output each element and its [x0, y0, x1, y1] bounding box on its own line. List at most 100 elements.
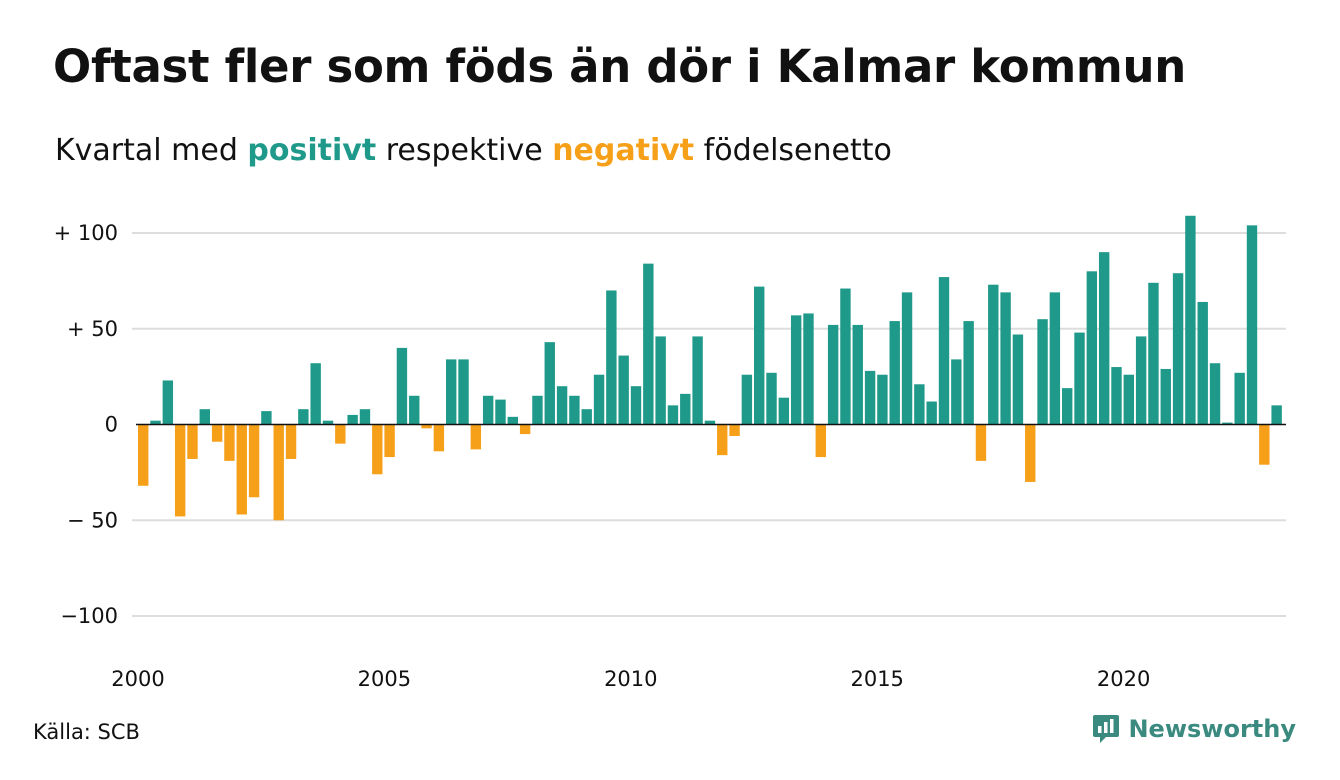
source-note: Källa: SCB	[33, 720, 140, 744]
bars	[138, 215, 1282, 521]
bar-positive	[446, 359, 457, 425]
brand-logo: Newsworthy	[1092, 714, 1296, 744]
bar-negative	[285, 424, 297, 459]
bar-positive	[544, 342, 555, 425]
bar-negative	[815, 424, 826, 458]
bar-positive	[162, 380, 174, 425]
x-tick-label: 2000	[111, 667, 164, 691]
bar-positive	[914, 384, 925, 425]
subtitle-middle: respektive	[376, 133, 553, 168]
bar-positive	[704, 420, 716, 425]
bar-positive	[1098, 252, 1110, 425]
bar-positive	[1222, 422, 1233, 425]
gridlines	[132, 232, 1286, 617]
subtitle-positive-word: positivt	[247, 133, 377, 168]
bar-negative	[273, 424, 284, 521]
y-tick-label: + 50	[67, 317, 118, 341]
bar-positive	[1086, 271, 1098, 425]
bar-positive	[1209, 363, 1221, 425]
newsworthy-logo-icon	[1093, 715, 1120, 743]
bar-positive	[741, 374, 753, 425]
bar-positive	[951, 359, 962, 425]
bar-positive	[359, 409, 371, 425]
bar-positive	[766, 372, 777, 425]
bar-negative	[224, 424, 235, 461]
bar-positive	[458, 359, 469, 425]
bar-negative	[372, 424, 383, 475]
bar-positive	[778, 397, 790, 425]
bar-positive	[877, 374, 888, 425]
bar-positive	[692, 336, 703, 425]
bar-negative	[1025, 424, 1036, 482]
bar-positive	[864, 370, 876, 425]
bar-positive	[261, 411, 272, 425]
y-tick-label: − 50	[67, 508, 118, 532]
bar-positive	[556, 386, 568, 425]
bar-negative	[248, 424, 260, 498]
bar-positive	[581, 409, 592, 425]
bar-negative	[433, 424, 445, 452]
bar-positive	[840, 288, 851, 425]
bar-positive	[1012, 334, 1024, 425]
bar-positive	[827, 324, 839, 425]
bar-positive	[988, 284, 999, 425]
bar-positive	[938, 277, 950, 425]
bar-positive	[1271, 405, 1282, 425]
bar-negative	[335, 424, 346, 444]
bar-positive	[630, 386, 642, 425]
bar-positive	[1234, 372, 1245, 425]
bar-negative	[236, 424, 247, 515]
bar-negative	[975, 424, 987, 461]
bar-positive	[606, 290, 617, 425]
bar-positive	[852, 324, 863, 425]
bar-positive	[901, 292, 913, 425]
bar-positive	[680, 393, 691, 425]
bar-positive	[1135, 336, 1147, 425]
subtitle-prefix: Kvartal med	[55, 133, 248, 168]
y-tick-label: 0	[105, 413, 118, 437]
bar-positive	[1000, 292, 1011, 425]
bar-positive	[618, 355, 629, 425]
bar-negative	[174, 424, 186, 517]
brand-name: Newsworthy	[1128, 715, 1296, 743]
bar-negative	[138, 424, 149, 486]
bar-positive	[409, 395, 420, 425]
bar-positive	[1185, 215, 1196, 425]
bar-negative	[1259, 424, 1270, 465]
subtitle-suffix: födelsenetto	[694, 133, 892, 168]
bar-positive	[322, 420, 334, 425]
bar-negative	[384, 424, 395, 458]
bar-positive	[1197, 301, 1208, 425]
bar-positive	[1172, 273, 1184, 425]
bar-positive	[298, 409, 309, 425]
bar-positive	[1148, 282, 1159, 425]
bar-negative	[421, 424, 432, 429]
bar-positive	[1037, 319, 1048, 425]
bar-positive	[1049, 292, 1061, 425]
bar-positive	[495, 399, 506, 425]
subtitle-negative-word: negativt	[552, 133, 695, 168]
bar-negative	[729, 424, 740, 436]
bar-negative	[717, 424, 728, 456]
bar-positive	[889, 321, 900, 425]
bar-positive	[532, 395, 543, 425]
bar-positive	[926, 401, 937, 425]
bar-negative	[187, 424, 198, 459]
bar-negative	[519, 424, 531, 435]
bar-positive	[199, 409, 210, 425]
bar-positive	[963, 321, 974, 425]
bar-positive	[1111, 367, 1122, 425]
bar-positive	[643, 263, 654, 425]
bar-negative	[470, 424, 482, 450]
bar-positive	[310, 363, 321, 425]
bar-positive	[1246, 225, 1258, 425]
bar-positive	[507, 416, 518, 425]
x-tick-label: 2005	[358, 667, 411, 691]
x-tick-label: 2010	[604, 667, 657, 691]
bar-positive	[655, 336, 666, 425]
bar-positive	[667, 405, 679, 425]
x-tick-label: 2020	[1097, 667, 1150, 691]
axes: + 100 + 50 0 − 50 −100 2000 2005 2010 2015 2020	[54, 221, 1286, 691]
bar-positive	[754, 286, 765, 425]
